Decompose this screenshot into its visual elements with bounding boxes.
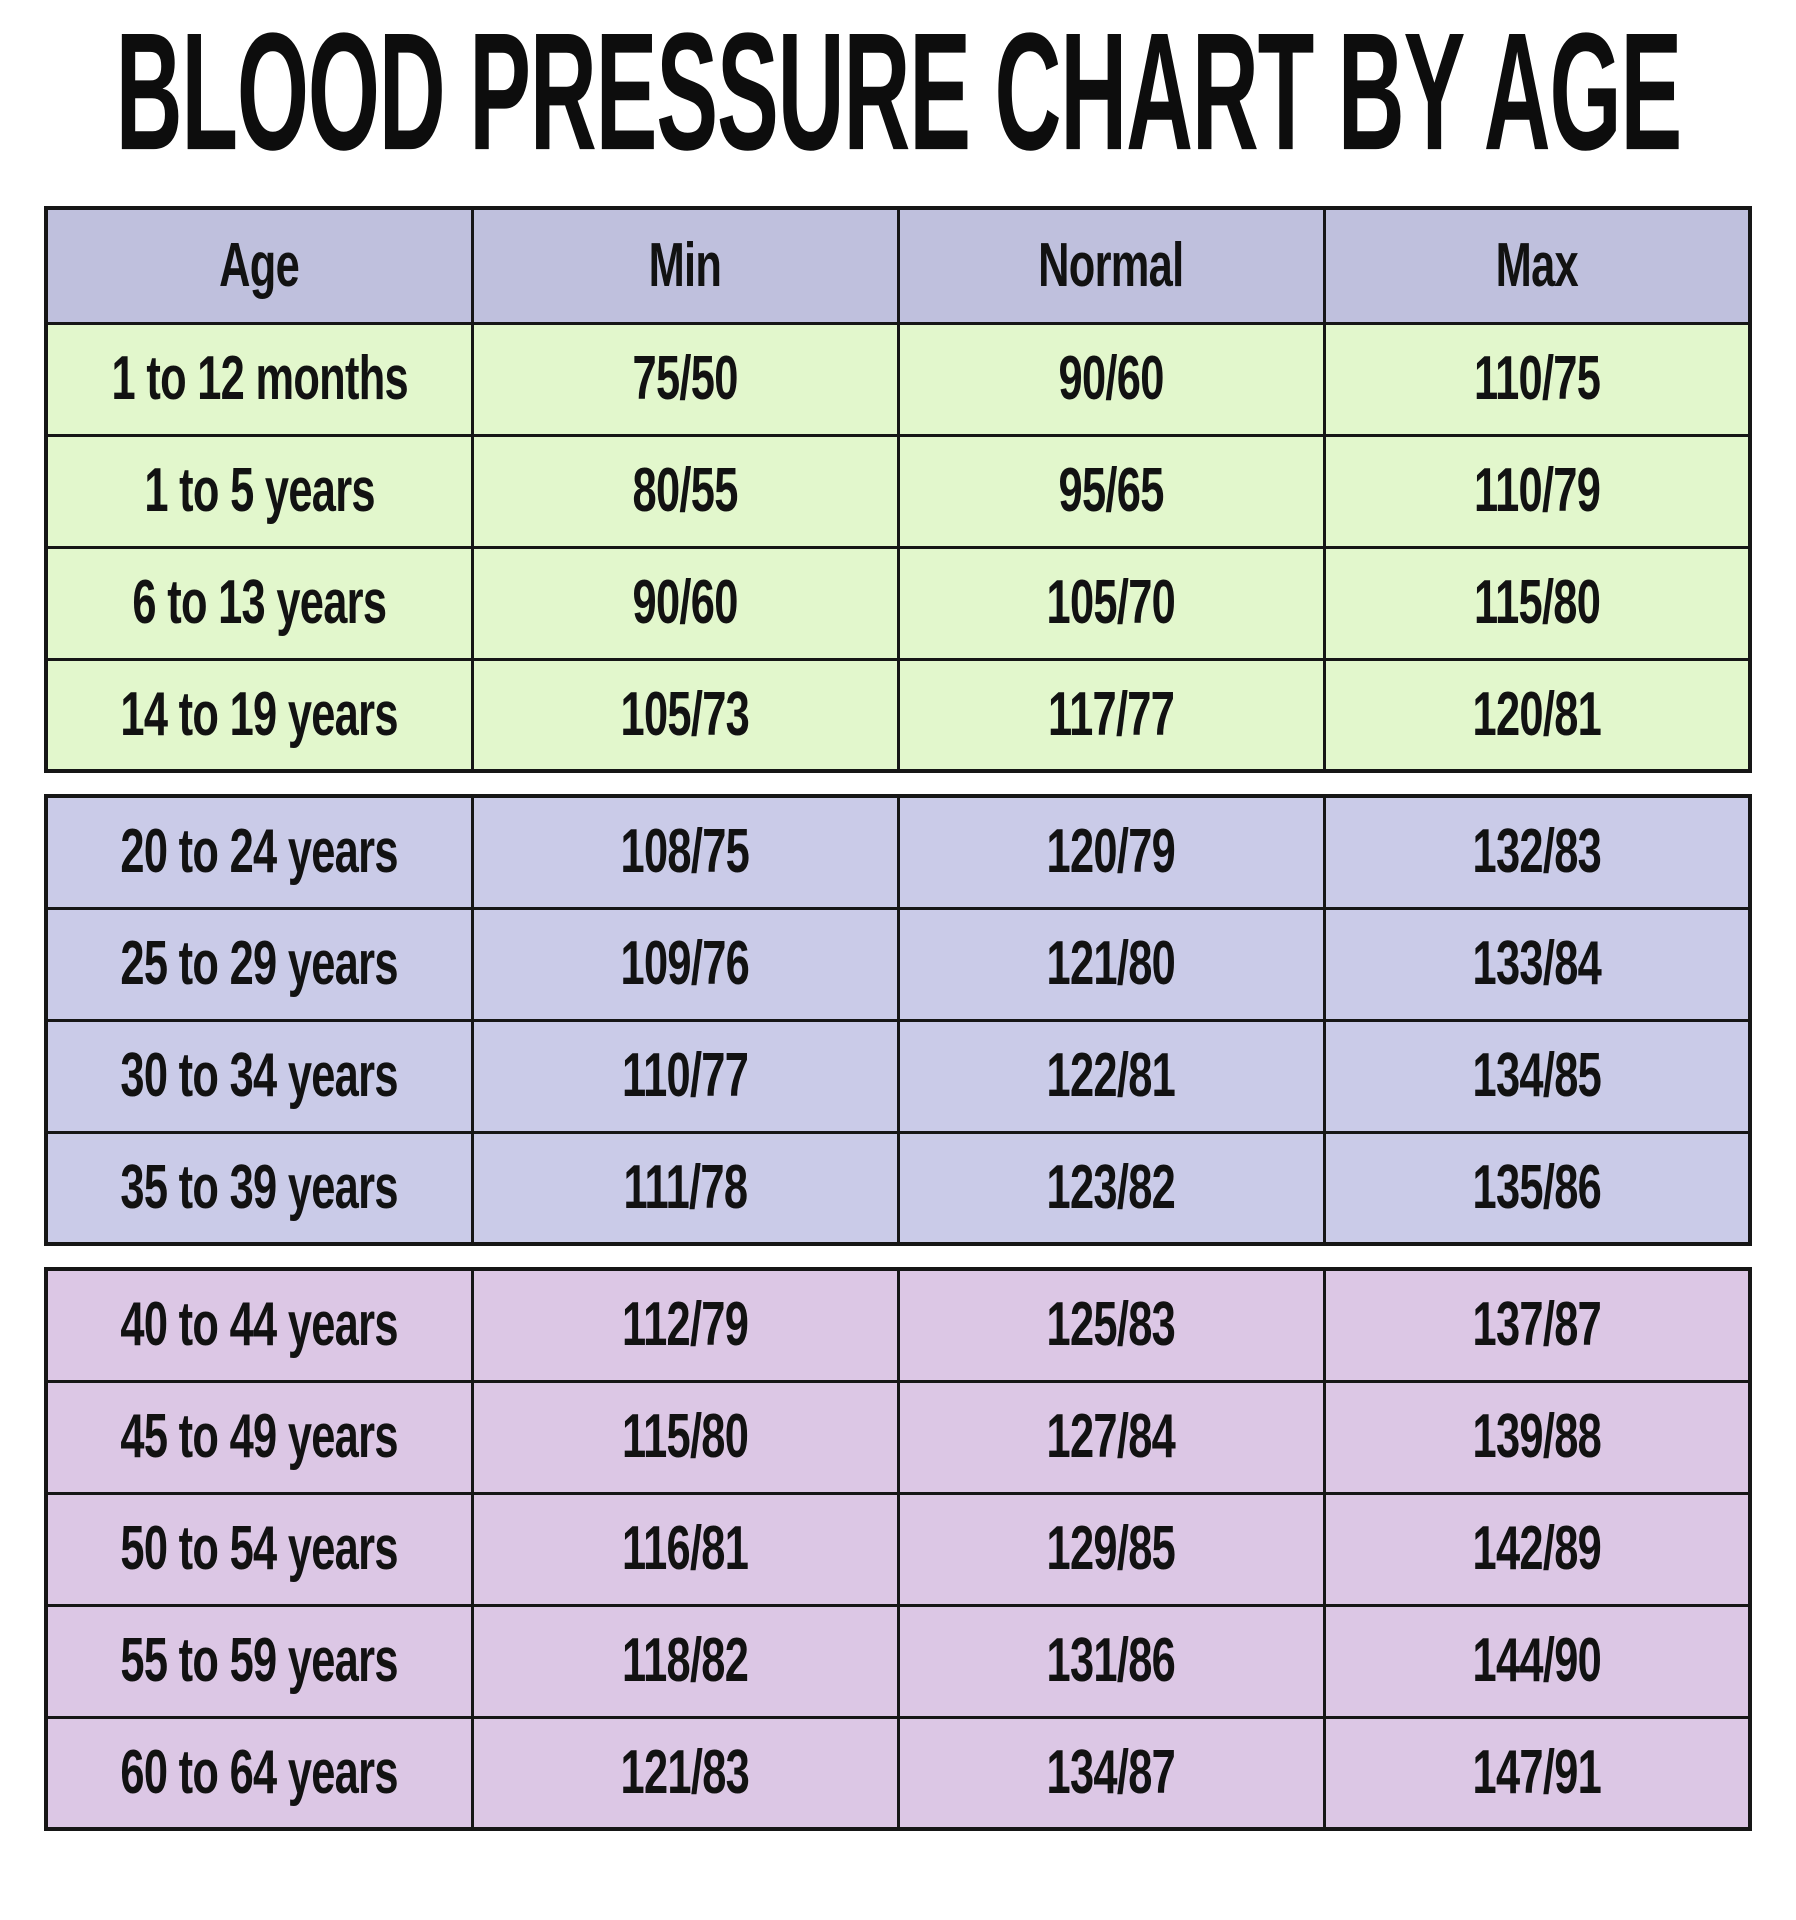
normal-cell: 122/81 <box>896 1018 1326 1134</box>
table-row: 25 to 29 years 109/76 121/80 133/84 <box>44 906 1752 1022</box>
bp-table-children: Age Min Normal Max 1 to 12 months 75/50 … <box>44 206 1752 773</box>
normal-cell: 123/82 <box>896 1130 1326 1246</box>
normal-cell: 120/79 <box>896 794 1326 910</box>
normal-cell: 95/65 <box>896 433 1326 549</box>
max-cell: 139/88 <box>1322 1379 1752 1495</box>
table-row: 50 to 54 years 116/81 129/85 142/89 <box>44 1491 1752 1607</box>
normal-cell: 121/80 <box>896 906 1326 1022</box>
age-cell: 45 to 49 years <box>44 1379 474 1495</box>
min-cell: 118/82 <box>470 1603 900 1719</box>
table-row: 55 to 59 years 118/82 131/86 144/90 <box>44 1603 1752 1719</box>
min-cell: 110/77 <box>470 1018 900 1134</box>
min-cell: 109/76 <box>470 906 900 1022</box>
column-header-normal: Normal <box>896 206 1326 325</box>
age-cell: 60 to 64 years <box>44 1715 474 1831</box>
table-row: 40 to 44 years 112/79 125/83 137/87 <box>44 1267 1752 1383</box>
table-row: 60 to 64 years 121/83 134/87 147/91 <box>44 1715 1752 1831</box>
normal-cell: 131/86 <box>896 1603 1326 1719</box>
max-cell: 120/81 <box>1322 657 1752 773</box>
max-cell: 132/83 <box>1322 794 1752 910</box>
column-header-min: Min <box>470 206 900 325</box>
bp-table-adults: 20 to 24 years 108/75 120/79 132/83 25 t… <box>44 794 1752 1246</box>
age-cell: 30 to 34 years <box>44 1018 474 1134</box>
min-cell: 108/75 <box>470 794 900 910</box>
normal-cell: 127/84 <box>896 1379 1326 1495</box>
table-row: 6 to 13 years 90/60 105/70 115/80 <box>44 545 1752 661</box>
age-cell: 35 to 39 years <box>44 1130 474 1246</box>
max-cell: 142/89 <box>1322 1491 1752 1607</box>
normal-cell: 90/60 <box>896 321 1326 437</box>
age-cell: 6 to 13 years <box>44 545 474 661</box>
max-cell: 115/80 <box>1322 545 1752 661</box>
age-cell: 14 to 19 years <box>44 657 474 773</box>
min-cell: 115/80 <box>470 1379 900 1495</box>
max-cell: 134/85 <box>1322 1018 1752 1134</box>
normal-cell: 125/83 <box>896 1267 1326 1383</box>
age-cell: 55 to 59 years <box>44 1603 474 1719</box>
max-cell: 135/86 <box>1322 1130 1752 1246</box>
age-cell: 25 to 29 years <box>44 906 474 1022</box>
age-cell: 40 to 44 years <box>44 1267 474 1383</box>
max-cell: 133/84 <box>1322 906 1752 1022</box>
normal-cell: 105/70 <box>896 545 1326 661</box>
min-cell: 116/81 <box>470 1491 900 1607</box>
max-cell: 110/79 <box>1322 433 1752 549</box>
age-cell: 50 to 54 years <box>44 1491 474 1607</box>
age-cell: 1 to 12 months <box>44 321 474 437</box>
min-cell: 111/78 <box>470 1130 900 1246</box>
normal-cell: 117/77 <box>896 657 1326 773</box>
tables-container: Age Min Normal Max 1 to 12 months 75/50 … <box>0 206 1796 1831</box>
max-cell: 147/91 <box>1322 1715 1752 1831</box>
min-cell: 105/73 <box>470 657 900 773</box>
max-cell: 144/90 <box>1322 1603 1752 1719</box>
table-row: 35 to 39 years 111/78 123/82 135/86 <box>44 1130 1752 1246</box>
min-cell: 75/50 <box>470 321 900 437</box>
table-row: 14 to 19 years 105/73 117/77 120/81 <box>44 657 1752 773</box>
table-row: 1 to 5 years 80/55 95/65 110/79 <box>44 433 1752 549</box>
column-header-max: Max <box>1322 206 1752 325</box>
table-row: 1 to 12 months 75/50 90/60 110/75 <box>44 321 1752 437</box>
bp-table-seniors: 40 to 44 years 112/79 125/83 137/87 45 t… <box>44 1267 1752 1831</box>
column-header-age: Age <box>44 206 474 325</box>
table-row: 30 to 34 years 110/77 122/81 134/85 <box>44 1018 1752 1134</box>
min-cell: 112/79 <box>470 1267 900 1383</box>
age-cell: 20 to 24 years <box>44 794 474 910</box>
min-cell: 90/60 <box>470 545 900 661</box>
min-cell: 80/55 <box>470 433 900 549</box>
max-cell: 137/87 <box>1322 1267 1752 1383</box>
age-cell: 1 to 5 years <box>44 433 474 549</box>
min-cell: 121/83 <box>470 1715 900 1831</box>
header-row: Age Min Normal Max <box>44 206 1752 325</box>
page-title: BLOOD PRESSURE CHART BY AGE <box>0 8 1796 175</box>
max-cell: 110/75 <box>1322 321 1752 437</box>
normal-cell: 129/85 <box>896 1491 1326 1607</box>
normal-cell: 134/87 <box>896 1715 1326 1831</box>
page-title-text: BLOOD PRESSURE CHART BY AGE <box>115 0 1682 185</box>
table-row: 45 to 49 years 115/80 127/84 139/88 <box>44 1379 1752 1495</box>
table-row: 20 to 24 years 108/75 120/79 132/83 <box>44 794 1752 910</box>
